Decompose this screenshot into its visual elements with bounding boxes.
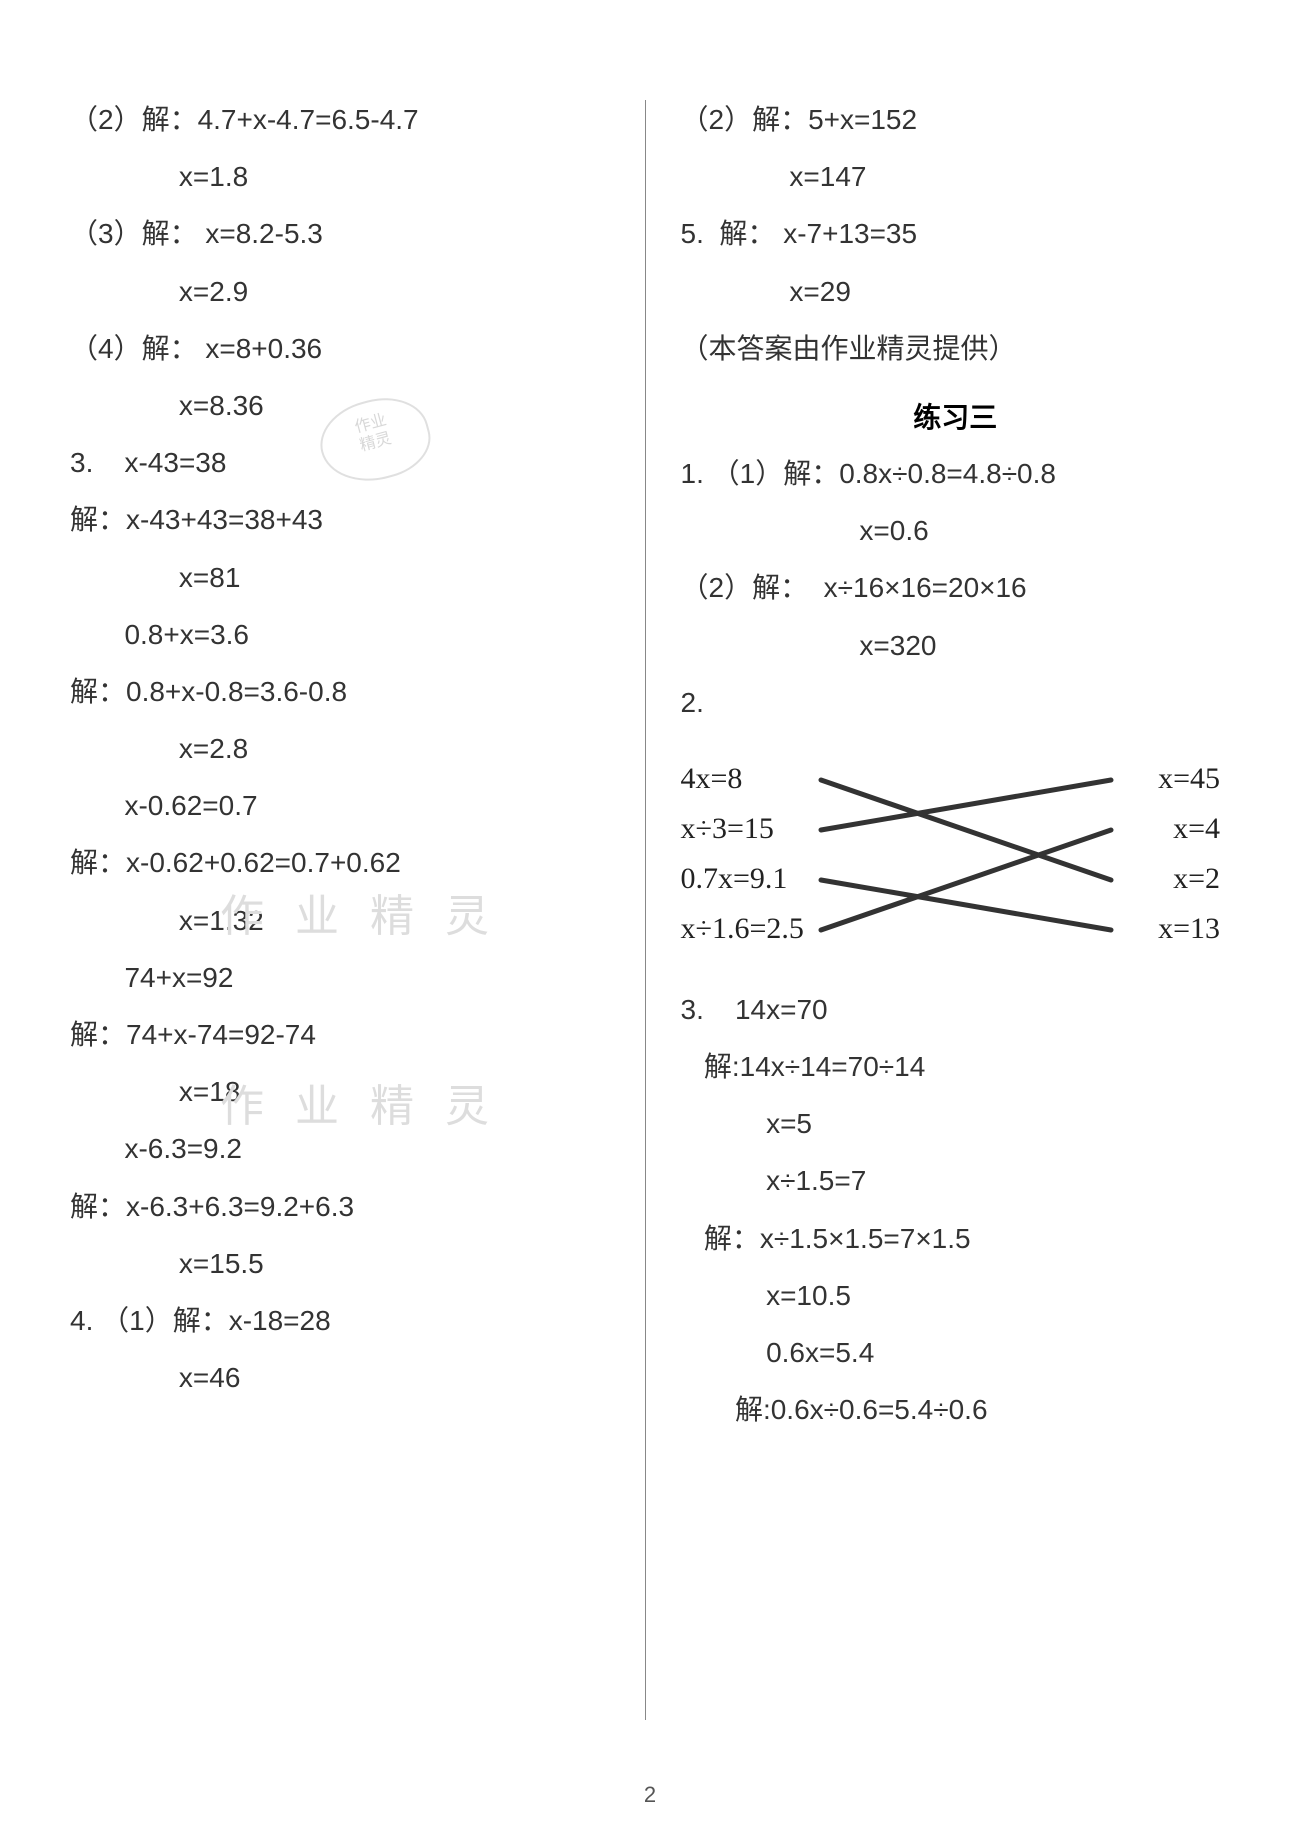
text-line: 0.8+x=3.6 xyxy=(70,615,620,654)
text-line: x=18 xyxy=(70,1072,620,1111)
text-line: 74+x=92 xyxy=(70,958,620,997)
text-line: x=46 xyxy=(70,1358,620,1397)
text-line: 3. 14x=70 xyxy=(681,990,1231,1029)
text-line: x=0.6 xyxy=(681,511,1231,550)
text-line: 解：x-0.62+0.62=0.7+0.62 xyxy=(70,843,620,882)
text-line: 解：74+x-74=92-74 xyxy=(70,1015,620,1054)
page-number: 2 xyxy=(0,1782,1300,1808)
text-line: 解:14x÷14=70÷14 xyxy=(681,1047,1231,1086)
text-line: （2）解：5+x=152 xyxy=(681,100,1231,139)
text-line: 1. （1）解：0.8x÷0.8=4.8÷0.8 xyxy=(681,454,1231,493)
page-container: （2）解：4.7+x-4.7=6.5-4.7 x=1.8 （3）解： x=8.2-… xyxy=(0,0,1300,1760)
text-line: x=1.8 xyxy=(70,157,620,196)
text-line: 解：0.8+x-0.8=3.6-0.8 xyxy=(70,672,620,711)
text-line: x=81 xyxy=(70,558,620,597)
text-line: x=1.32 xyxy=(70,901,620,940)
text-line: x=8.36 xyxy=(70,386,620,425)
text-line: x-6.3=9.2 xyxy=(70,1129,620,1168)
text-line: 2. xyxy=(681,683,1231,722)
text-line: （2）解：4.7+x-4.7=6.5-4.7 xyxy=(70,100,620,139)
text-line: （3）解： x=8.2-5.3 xyxy=(70,214,620,253)
text-line: （本答案由作业精灵提供） xyxy=(681,329,1231,368)
matching-diagram: 4x=8x÷3=150.7x=9.1x÷1.6=2.5x=45x=4x=2x=1… xyxy=(681,760,1231,960)
text-line: x=147 xyxy=(681,157,1231,196)
text-line: 解：x-43+43=38+43 xyxy=(70,500,620,539)
text-line: 解:0.6x÷0.6=5.4÷0.6 xyxy=(681,1390,1231,1429)
text-line: x=2.9 xyxy=(70,272,620,311)
text-line: x-0.62=0.7 xyxy=(70,786,620,825)
text-line: x=320 xyxy=(681,626,1231,665)
text-line: （4）解： x=8+0.36 xyxy=(70,329,620,368)
text-line: 5. 解： x-7+13=35 xyxy=(681,214,1231,253)
text-line: 4. （1）解：x-18=28 xyxy=(70,1301,620,1340)
text-line: （2）解： x÷16×16=20×16 xyxy=(681,568,1231,607)
section-heading: 练习三 xyxy=(681,396,1231,436)
text-line: 解：x-6.3+6.3=9.2+6.3 xyxy=(70,1187,620,1226)
text-line: 3. x-43=38 xyxy=(70,443,620,482)
text-line: 解：x÷1.5×1.5=7×1.5 xyxy=(681,1219,1231,1258)
text-line: x=15.5 xyxy=(70,1244,620,1283)
right-column: （2）解：5+x=152 x=147 5. 解： x-7+13=35 x=29 （本… xyxy=(651,100,1231,1720)
text-line: x÷1.5=7 xyxy=(681,1161,1231,1200)
text-line: x=29 xyxy=(681,272,1231,311)
text-line: 0.6x=5.4 xyxy=(681,1333,1231,1372)
column-divider xyxy=(645,100,646,1720)
text-line: x=10.5 xyxy=(681,1276,1231,1315)
text-line: x=5 xyxy=(681,1104,1231,1143)
text-line: x=2.8 xyxy=(70,729,620,768)
match-lines xyxy=(681,760,1231,960)
left-column: （2）解：4.7+x-4.7=6.5-4.7 x=1.8 （3）解： x=8.2-… xyxy=(70,100,640,1720)
